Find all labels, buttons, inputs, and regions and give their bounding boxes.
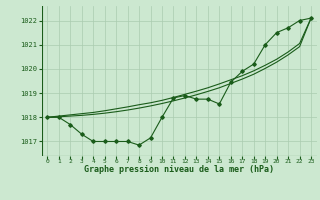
X-axis label: Graphe pression niveau de la mer (hPa): Graphe pression niveau de la mer (hPa): [84, 165, 274, 174]
